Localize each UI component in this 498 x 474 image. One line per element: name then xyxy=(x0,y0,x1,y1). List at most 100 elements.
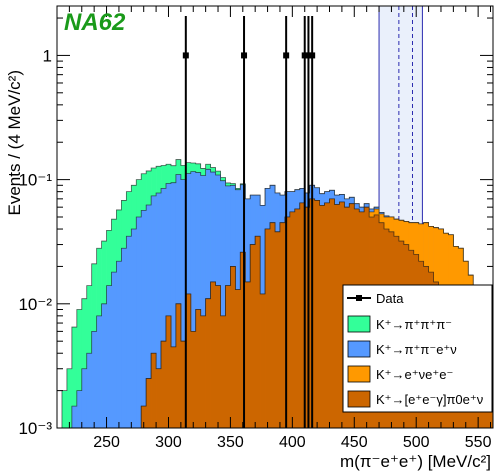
histogram-bin xyxy=(116,261,122,428)
histogram-bin xyxy=(304,207,310,428)
histogram-bin xyxy=(76,309,83,428)
legend-entry: K⁺→[e⁺e⁻γ]π0e⁺ν xyxy=(347,390,483,408)
histogram-bin xyxy=(284,217,291,428)
y-tick-label: 10⁻¹ xyxy=(18,171,52,190)
legend-data-marker xyxy=(356,295,362,301)
histogram-bin xyxy=(270,222,276,428)
histogram-bin xyxy=(210,281,216,428)
data-point xyxy=(309,16,316,428)
histogram-bin xyxy=(111,272,117,428)
histogram-bin xyxy=(230,266,236,428)
legend-label: K⁺→π⁺π⁺π⁻ xyxy=(376,317,452,332)
histogram-bin xyxy=(279,222,286,428)
data-point-marker xyxy=(283,52,290,59)
data-point xyxy=(301,16,308,428)
histogram-bin xyxy=(170,346,177,428)
histogram-bin xyxy=(260,293,266,428)
y-tick-label: 10⁻² xyxy=(18,295,52,314)
legend-entry: Data xyxy=(347,291,404,306)
legend-entry: K⁺→e⁺νe⁺e⁻ xyxy=(347,365,453,383)
histogram-bin xyxy=(225,285,231,428)
histogram-bin xyxy=(141,210,147,428)
histogram-bin xyxy=(81,368,88,428)
histogram-bin xyxy=(240,252,246,428)
histogram-bin xyxy=(131,229,137,428)
legend: Data K⁺→π⁺π⁺π⁻ K⁺→π⁺π⁻e⁺ν K⁺→e⁺νe⁺e⁻ K⁺→[e⁺e… xyxy=(342,284,493,413)
histogram-bin xyxy=(121,248,127,428)
legend-label: Data xyxy=(376,291,404,306)
y-axis-label: Events / (4 MeV/c²) xyxy=(5,70,24,215)
legend-label: K⁺→[e⁺e⁻γ]π0e⁺ν xyxy=(376,392,483,407)
x-axis: 250 300 350 400 450 500 550 xyxy=(56,6,492,451)
legend-entry: K⁺→π⁺π⁻e⁺ν xyxy=(347,340,457,358)
histogram-bin xyxy=(161,188,167,428)
histogram-bin xyxy=(250,244,256,428)
histogram-bin xyxy=(175,174,182,428)
y-tick-label: 1 xyxy=(43,46,52,65)
x-tick-label: 500 xyxy=(403,434,430,451)
data-point xyxy=(283,16,290,428)
data-point xyxy=(241,16,248,428)
data-point-marker xyxy=(305,52,312,59)
legend-label: K⁺→e⁺νe⁺e⁻ xyxy=(376,367,453,382)
histogram-bin xyxy=(101,303,107,428)
histogram-bin xyxy=(185,293,192,428)
histogram-bin xyxy=(200,315,206,428)
histogram-bin xyxy=(96,315,102,428)
data-point xyxy=(305,16,312,428)
histogram-bin xyxy=(235,289,241,428)
histogram-bin xyxy=(66,368,73,428)
histogram-bin xyxy=(136,217,142,428)
legend-label: K⁺→π⁺π⁻e⁺ν xyxy=(376,342,457,357)
histogram-bin xyxy=(190,331,197,428)
histogram-bin xyxy=(289,211,296,428)
histogram-bin xyxy=(215,285,221,428)
histogram-bin xyxy=(71,327,78,428)
histogram-bin xyxy=(151,353,157,428)
histogram-bin xyxy=(76,390,83,428)
experiment-logo: NA62 xyxy=(64,9,126,36)
histogram-bin xyxy=(294,208,301,428)
legend-entry: K⁺→π⁺π⁺π⁻ xyxy=(347,315,452,333)
histogram-bin xyxy=(156,368,162,428)
histogram-bin xyxy=(275,231,281,428)
histogram-bin xyxy=(220,315,226,428)
x-tick-label: 350 xyxy=(217,434,244,451)
data-point xyxy=(182,16,189,428)
data-point-marker xyxy=(309,52,316,59)
histogram-bin xyxy=(299,202,306,428)
histogram-bin xyxy=(195,172,201,428)
histogram-bin xyxy=(146,204,152,428)
histogram-bin xyxy=(81,298,88,428)
histogram-bin xyxy=(166,183,172,428)
histogram-bin xyxy=(314,200,320,428)
legend-swatch xyxy=(347,365,371,383)
histogram-bin xyxy=(71,406,78,428)
histogram-bin xyxy=(106,285,112,428)
legend-swatch xyxy=(347,390,371,408)
legend-swatch xyxy=(347,340,371,358)
histogram-outline xyxy=(61,198,493,429)
histogram-bin xyxy=(180,179,187,428)
x-tick-label: 450 xyxy=(341,434,368,451)
histogram-bin xyxy=(339,202,345,428)
x-tick-label: 400 xyxy=(279,434,306,451)
histogram-bin xyxy=(86,353,92,428)
x-tick-label: 550 xyxy=(465,434,492,451)
histogram-bin xyxy=(166,315,172,428)
x-tick-label: 250 xyxy=(93,434,120,451)
histogram-bin xyxy=(61,390,68,428)
y-axis: 10⁻³ 10⁻² 10⁻¹ 1 xyxy=(18,17,493,438)
histogram-bin xyxy=(146,378,152,428)
histogram-bin xyxy=(334,204,340,428)
histogram-bin xyxy=(141,406,147,428)
histogram-bin xyxy=(319,205,325,428)
histogram-bin xyxy=(220,180,226,428)
histogram-bin xyxy=(175,303,182,428)
legend-swatch xyxy=(347,315,371,333)
histogram-bin xyxy=(255,236,261,428)
data-points xyxy=(182,16,316,428)
data-point-marker xyxy=(301,52,308,59)
histogram-bin xyxy=(329,198,335,428)
